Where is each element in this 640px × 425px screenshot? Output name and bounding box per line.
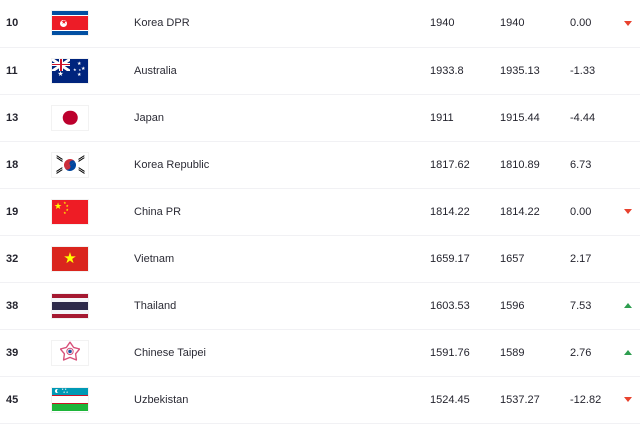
trend-cell (624, 94, 640, 141)
delta-value: -1.33 (570, 64, 596, 77)
rank-value: 13 (6, 111, 19, 124)
team-flag-icon: ★ ★ ★ ★ ★ (48, 188, 122, 235)
trend-up-icon (624, 303, 632, 309)
points-value: 1933.8 (430, 64, 464, 77)
points-value: 1817.62 (430, 158, 470, 171)
team-name[interactable]: China PR (134, 205, 182, 218)
previous-points-value: 1589 (500, 346, 525, 359)
trend-down-icon (624, 20, 632, 26)
trend-up-icon (624, 350, 632, 356)
points-value: 1591.76 (430, 346, 470, 359)
previous-points-value: 1657 (500, 252, 525, 265)
rank-value: 18 (6, 158, 19, 171)
trend-cell (624, 0, 640, 47)
previous-points-value: 1537.27 (500, 393, 540, 406)
points-value: 1814.22 (430, 205, 470, 218)
delta-value: 2.17 (570, 252, 592, 265)
trend-cell (624, 235, 640, 282)
team-flag-icon (48, 329, 122, 376)
team-flag-icon (48, 282, 122, 329)
table-row[interactable]: 45 ★ ★ ★ ★ Uzbekistan 1524.45 1537.27 -12.82 (0, 376, 640, 423)
previous-points-value: 1915.44 (500, 111, 540, 124)
points-value: 1603.53 (430, 299, 470, 312)
trend-down-icon (624, 209, 632, 215)
table-row[interactable]: 13 Japan 1911 1915.44 -4.44 (0, 94, 640, 141)
team-name[interactable]: Chinese Taipei (134, 346, 206, 359)
previous-points-value: 1935.13 (500, 64, 540, 77)
table-row[interactable]: 10 ★ Korea DPR 1940 1940 0.00 (0, 0, 640, 47)
table-row[interactable]: 11 ★ ★ ★ ★ ★ ★ Australia 1933.8 1935.13 -1.33 (0, 47, 640, 94)
trend-cell (624, 376, 640, 423)
team-flag-icon (48, 141, 122, 188)
rank-value: 11 (6, 64, 18, 77)
rank-value: 39 (6, 346, 19, 359)
previous-points-value: 1810.89 (500, 158, 540, 171)
team-flag-icon: ★ ★ ★ ★ (48, 376, 122, 423)
trend-cell (624, 188, 640, 235)
delta-value: 0.00 (570, 205, 592, 218)
trend-down-icon (624, 397, 632, 403)
trend-cell (624, 47, 640, 94)
team-name[interactable]: Korea DPR (134, 17, 190, 30)
team-name[interactable]: Australia (134, 64, 177, 77)
points-value: 1524.45 (430, 393, 470, 406)
points-value: 1911 (430, 111, 454, 124)
rank-value: 38 (6, 299, 19, 312)
team-flag-icon (48, 94, 122, 141)
table-row[interactable]: 39 Chinese Taipei 1591.76 1589 2.76 (0, 329, 640, 376)
delta-value: -12.82 (570, 393, 602, 406)
trend-cell (624, 329, 640, 376)
delta-value: 0.00 (570, 17, 592, 30)
team-flag-icon: ★ ★ ★ ★ ★ ★ (48, 47, 122, 94)
previous-points-value: 1940 (500, 17, 525, 30)
table-row[interactable]: 32 ★ Vietnam 1659.17 1657 2.17 (0, 235, 640, 282)
points-value: 1940 (430, 17, 455, 30)
trend-cell (624, 141, 640, 188)
previous-points-value: 1596 (500, 299, 525, 312)
previous-points-value: 1814.22 (500, 205, 540, 218)
delta-value: 6.73 (570, 158, 592, 171)
table-row[interactable]: 18 Korea Republic 1817.62 1810.89 6.73 (0, 141, 640, 188)
rank-value: 10 (6, 17, 19, 30)
rank-value: 45 (6, 393, 19, 406)
team-name[interactable]: Uzbekistan (134, 393, 189, 406)
table-row[interactable]: 19 ★ ★ ★ ★ ★ China PR 1814.22 1814.22 0.00 (0, 188, 640, 235)
points-value: 1659.17 (430, 252, 470, 265)
delta-value: -4.44 (570, 111, 596, 124)
table-row[interactable]: 38 Thailand 1603.53 1596 7.53 (0, 282, 640, 329)
rank-value: 32 (6, 252, 19, 265)
team-flag-icon: ★ (48, 0, 122, 47)
team-flag-icon: ★ (48, 235, 122, 282)
team-name[interactable]: Thailand (134, 299, 177, 312)
trend-cell (624, 282, 640, 329)
delta-value: 7.53 (570, 299, 592, 312)
team-name[interactable]: Japan (134, 111, 164, 124)
delta-value: 2.76 (570, 346, 592, 359)
team-name[interactable]: Vietnam (134, 252, 175, 265)
team-name[interactable]: Korea Republic (134, 158, 210, 171)
rank-value: 19 (6, 205, 19, 218)
